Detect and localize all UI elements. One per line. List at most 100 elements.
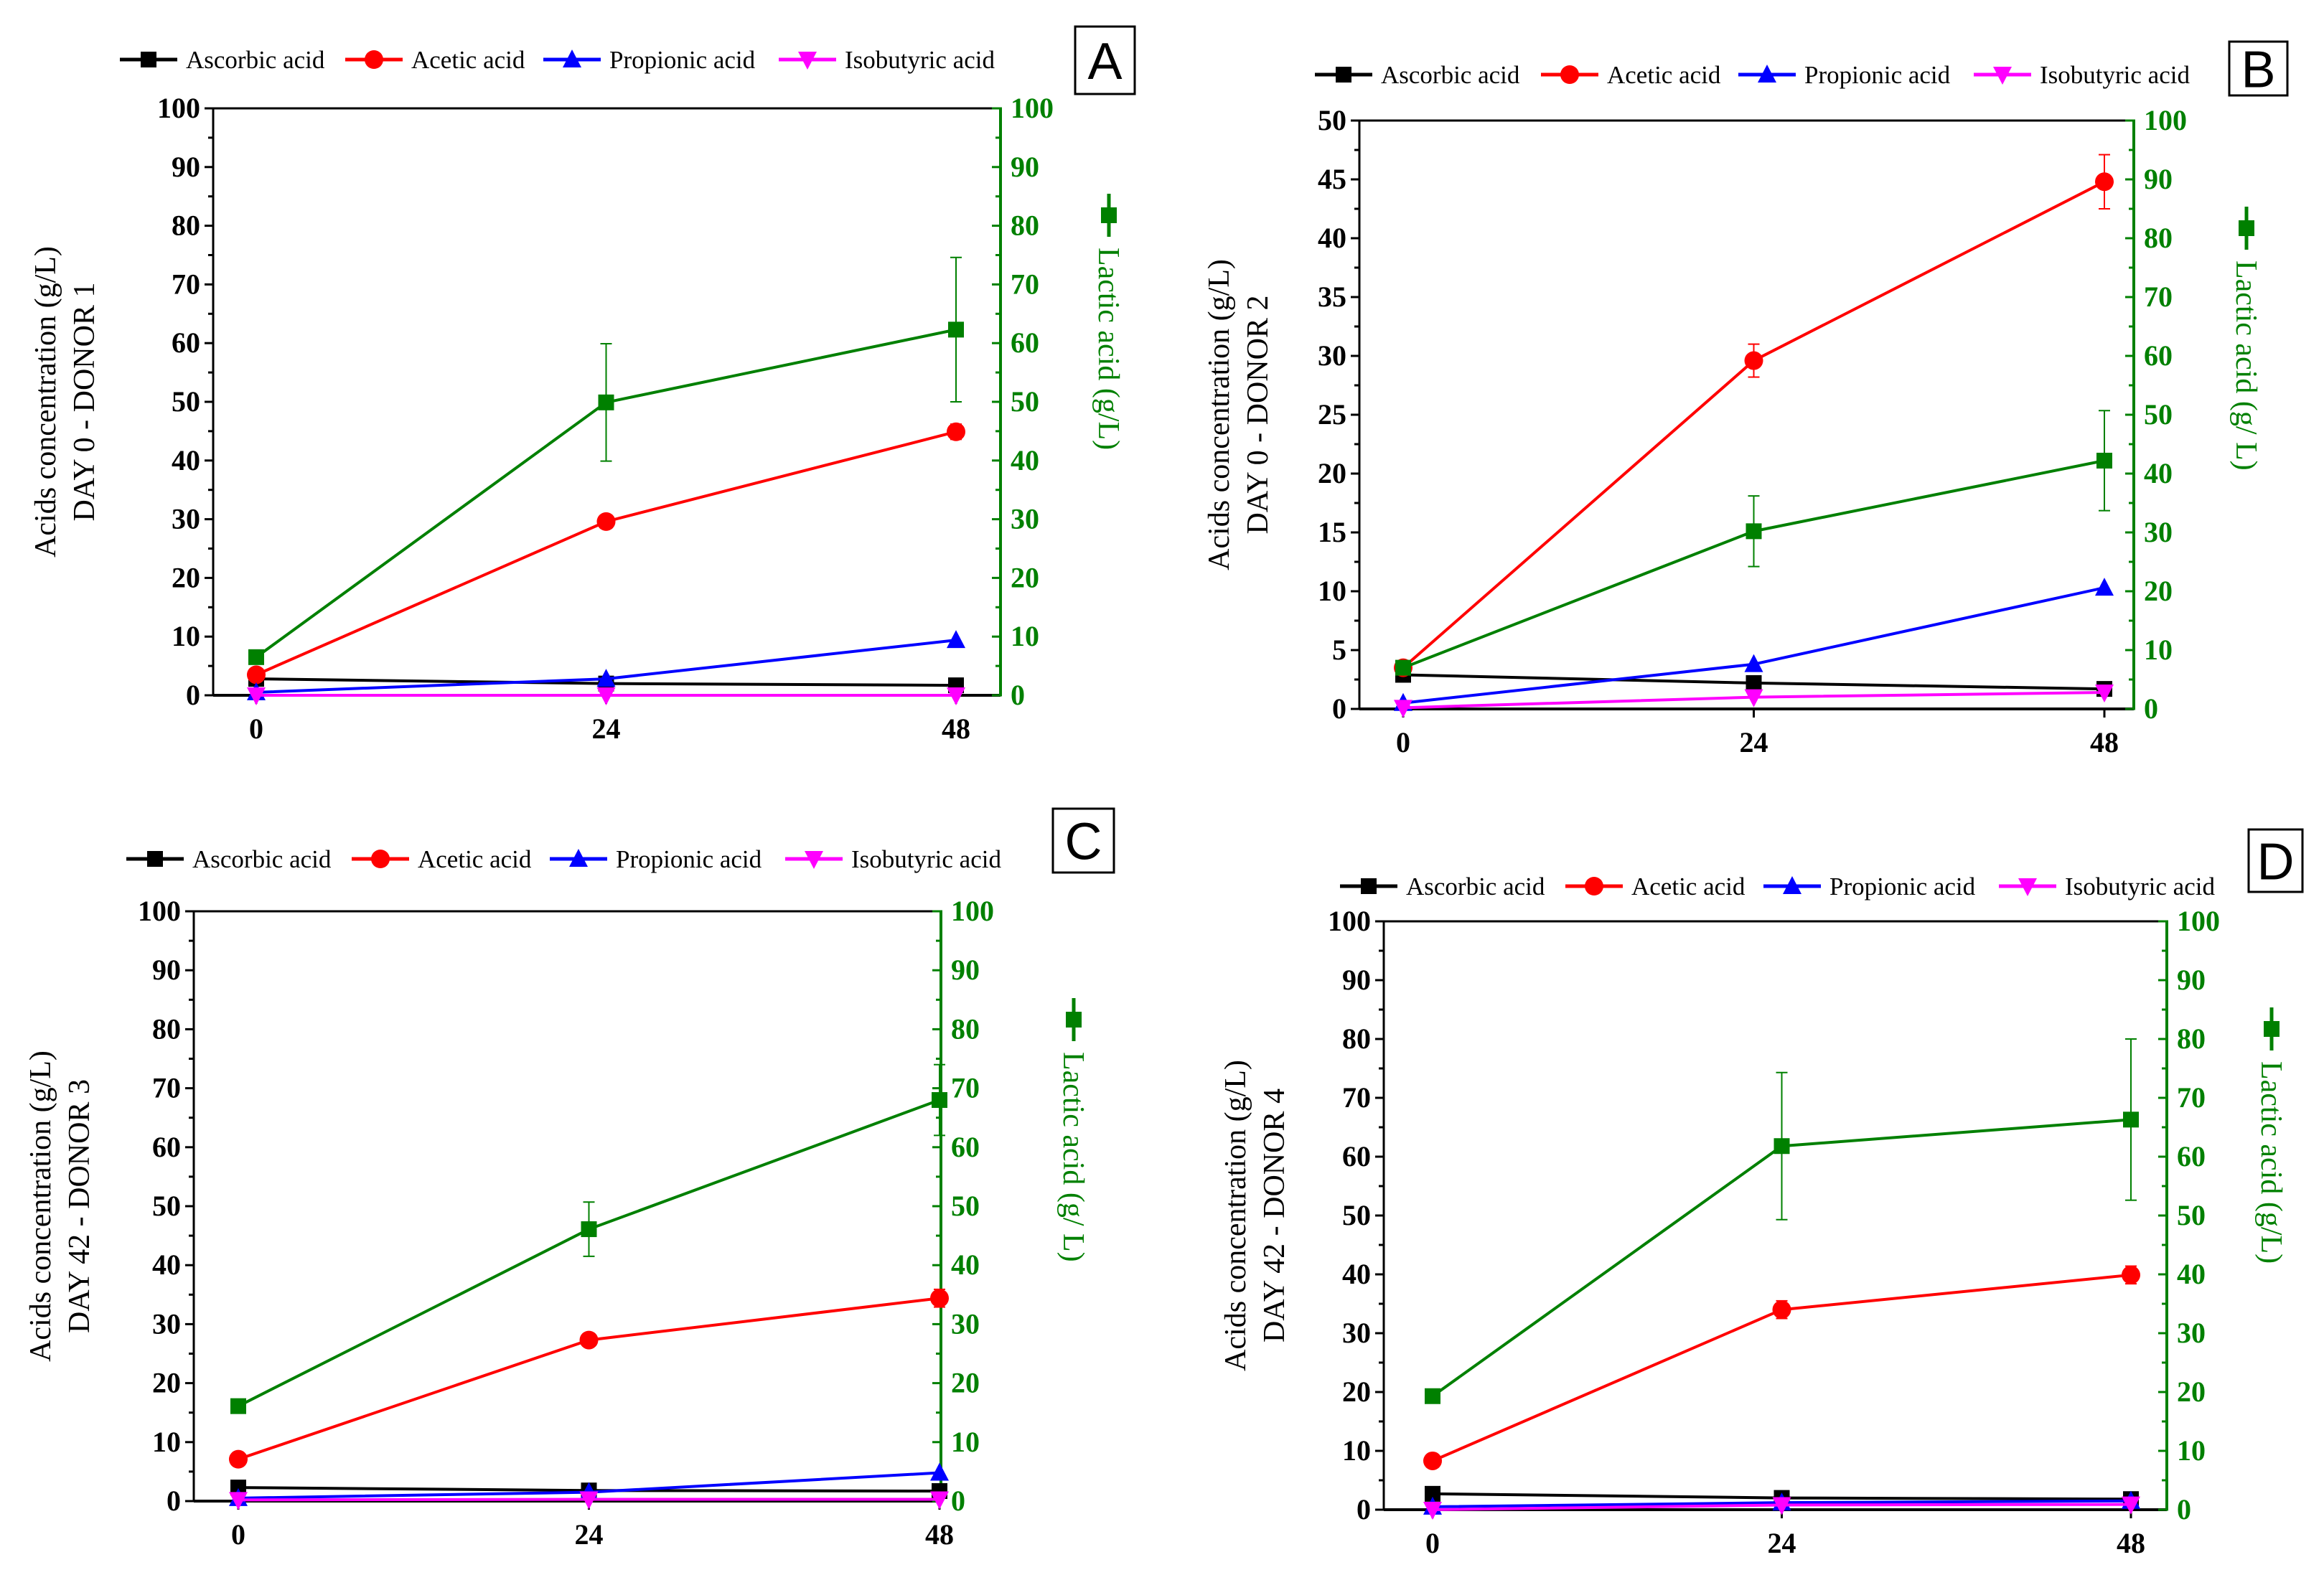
y-tick-label: 10 bbox=[152, 1426, 181, 1458]
y2-tick-label: 20 bbox=[951, 1367, 980, 1399]
y-tick-label: 80 bbox=[172, 210, 200, 242]
data-point bbox=[1746, 674, 1762, 691]
legend-item: Propionic acid bbox=[550, 845, 762, 873]
data-point bbox=[247, 665, 266, 685]
legend-item: Acetic acid bbox=[352, 845, 532, 873]
series-lactic-acid bbox=[248, 256, 964, 665]
y-axis-subtitle: DAY 0 - DONOR 2 bbox=[1242, 296, 1275, 535]
series-lactic-acid bbox=[230, 1063, 947, 1414]
series-isobutyric-acid bbox=[229, 1491, 949, 1510]
data-point bbox=[229, 1449, 248, 1469]
y2-tick-label: 100 bbox=[2144, 104, 2187, 136]
y2-tick-label: 70 bbox=[2177, 1081, 2206, 1114]
y2-axis-title: Lactic acid (g/ L) bbox=[2229, 207, 2262, 471]
y-tick-label: 20 bbox=[1342, 1376, 1371, 1408]
y-tick-label: 70 bbox=[172, 268, 200, 300]
y-tick-label: 35 bbox=[1318, 281, 1346, 313]
data-point bbox=[229, 1492, 248, 1510]
data-point bbox=[1395, 659, 1411, 676]
y-tick-label: 20 bbox=[172, 561, 200, 593]
x-tick-label: 24 bbox=[1740, 726, 1768, 758]
panel-label: D bbox=[2257, 834, 2295, 891]
x-tick-label: 0 bbox=[231, 1518, 245, 1551]
y2-axis-title-text: Lactic acid (g/ L) bbox=[1056, 1052, 1090, 1262]
legend-label: Ascorbic acid bbox=[1381, 61, 1520, 89]
y2-tick-label: 0 bbox=[1011, 679, 1025, 711]
chart-panel-d: 0 10 20 30 40 50 60 70 80 90 100 0 10 20 30 40 50 60 70 80 9… bbox=[1219, 828, 2304, 1559]
y2-tick-label: 70 bbox=[2144, 281, 2173, 313]
data-point bbox=[596, 669, 616, 687]
x-tick-label: 48 bbox=[925, 1518, 954, 1551]
y-tick-label: 30 bbox=[172, 503, 200, 535]
legend-marker bbox=[141, 52, 156, 67]
legend-marker bbox=[147, 851, 163, 867]
legend-marker bbox=[371, 850, 390, 868]
x-tick-label: 0 bbox=[1425, 1527, 1440, 1559]
y2-axis-title: Lactic acid (g/ L) bbox=[1056, 998, 1090, 1262]
y-axis-title: Acids concentration (g/L) bbox=[29, 246, 62, 558]
y2-tick-label: 80 bbox=[951, 1012, 980, 1045]
legend-item: Acetic acid bbox=[1541, 61, 1721, 89]
panel-label-box bbox=[2228, 40, 2289, 97]
data-point bbox=[1744, 654, 1763, 672]
data-point bbox=[947, 687, 965, 705]
y2-tick-label: 30 bbox=[2177, 1317, 2206, 1349]
y2-tick-label: 90 bbox=[1011, 151, 1039, 183]
data-point bbox=[2123, 1111, 2139, 1128]
legend-marker bbox=[798, 52, 817, 70]
y2-tick-label: 50 bbox=[1011, 385, 1039, 418]
panel-label-box bbox=[1074, 25, 1136, 95]
y2-tick-label: 60 bbox=[1011, 326, 1039, 359]
x-tick-label: 0 bbox=[249, 713, 263, 745]
y-tick-label: 90 bbox=[152, 954, 181, 986]
data-point bbox=[930, 1462, 949, 1481]
y-tick-label: 50 bbox=[152, 1190, 181, 1222]
y2-axis-title-text: Lactic acid (g/L) bbox=[1092, 248, 1125, 450]
data-point bbox=[2122, 1265, 2140, 1284]
chart-panel-b: 0 5 10 15 20 25 30 35 40 45 50 0 10 20 30 40 50 60 70 80 90 1… bbox=[1203, 40, 2289, 758]
data-point bbox=[230, 1398, 246, 1414]
legend-item: Isobutyric acid bbox=[785, 845, 1001, 873]
x-tick-label: 48 bbox=[2117, 1527, 2145, 1559]
y-axis-subtitle: DAY 0 - DONOR 1 bbox=[68, 283, 101, 522]
y2-tick-label: 40 bbox=[2144, 457, 2173, 489]
y-tick-label: 60 bbox=[152, 1131, 181, 1163]
y-tick-label: 50 bbox=[1342, 1199, 1371, 1231]
y-tick-label: 40 bbox=[1342, 1258, 1371, 1290]
legend-item: Propionic acid bbox=[1763, 873, 1976, 901]
legend-marker bbox=[1783, 876, 1801, 894]
y2-legend-marker bbox=[2264, 1021, 2280, 1037]
y-tick-label: 0 bbox=[186, 679, 200, 711]
series-isobutyric-acid bbox=[247, 687, 965, 705]
x-tick-label: 24 bbox=[1768, 1527, 1796, 1559]
y-tick-label: 40 bbox=[1318, 222, 1346, 254]
legend-marker bbox=[1336, 67, 1351, 83]
y-axis-subtitle: DAY 42 - DONOR 3 bbox=[63, 1079, 96, 1333]
legend-item: Ascorbic acid bbox=[126, 845, 332, 873]
y2-tick-label: 90 bbox=[2144, 163, 2173, 195]
y2-tick-label: 60 bbox=[2177, 1140, 2206, 1172]
legend-label: Ascorbic acid bbox=[186, 46, 325, 74]
data-point bbox=[948, 321, 964, 338]
y2-axis-title: Lactic acid (g/L) bbox=[2254, 1007, 2287, 1264]
data-point bbox=[1746, 523, 1762, 540]
y-tick-label: 45 bbox=[1318, 163, 1346, 195]
y2-tick-label: 30 bbox=[951, 1307, 980, 1340]
legend-label: Propionic acid bbox=[1804, 61, 1951, 89]
x-tick-label: 0 bbox=[1396, 726, 1410, 758]
legend-item: Isobutyric acid bbox=[1999, 873, 2215, 901]
y-tick-label: 10 bbox=[1342, 1434, 1371, 1467]
y2-tick-label: 80 bbox=[1011, 210, 1039, 242]
y-tick-label: 100 bbox=[138, 895, 181, 927]
y-tick-label: 100 bbox=[157, 92, 200, 124]
legend-item: Acetic acid bbox=[345, 46, 525, 74]
data-point bbox=[1425, 1388, 1440, 1404]
data-point bbox=[930, 1289, 949, 1308]
y2-tick-label: 0 bbox=[2144, 692, 2158, 725]
y2-tick-label: 80 bbox=[2144, 222, 2173, 254]
panel-label-box bbox=[2247, 828, 2304, 893]
data-point bbox=[1744, 689, 1763, 707]
legend-marker bbox=[1361, 878, 1377, 894]
y-axis-title: Acids concentration (g/L) bbox=[24, 1050, 57, 1362]
